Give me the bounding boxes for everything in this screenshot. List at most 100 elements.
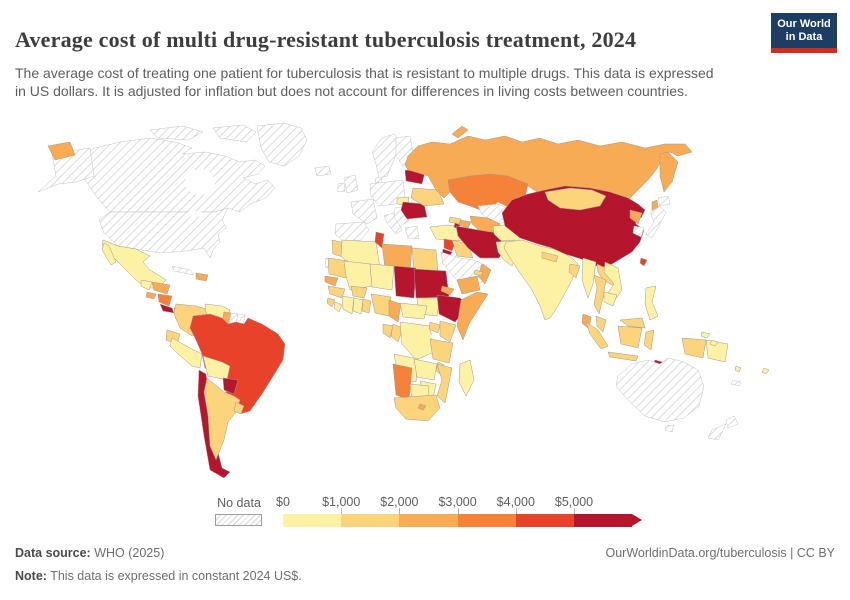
country-papua-new-guinea[interactable] [705, 339, 729, 363]
country-paraguay[interactable] [222, 377, 239, 395]
country-cameroon[interactable] [388, 299, 402, 323]
country-north-korea[interactable] [629, 209, 643, 225]
country-senegal[interactable] [324, 275, 339, 287]
country-sudan[interactable] [413, 268, 450, 299]
country-denmark[interactable] [374, 176, 383, 184]
country-bangladesh[interactable] [568, 263, 581, 279]
country-mongolia[interactable] [544, 187, 607, 211]
legend-bin-2[interactable] [399, 514, 458, 527]
country-japan-hokkaido[interactable] [657, 195, 671, 207]
country-zambia[interactable] [413, 358, 438, 381]
legend-bin-3[interactable] [457, 514, 516, 527]
country-somalia[interactable] [456, 291, 489, 341]
country-new-caledonia[interactable] [730, 379, 742, 387]
country-eritrea[interactable] [440, 285, 455, 296]
country-thailand[interactable] [593, 274, 607, 315]
country-guatemala[interactable] [140, 279, 153, 291]
legend-bin-1[interactable] [341, 514, 400, 527]
country-uae[interactable] [473, 269, 484, 277]
country-kenya[interactable] [439, 320, 457, 343]
country-china[interactable] [501, 185, 646, 269]
footer-link[interactable]: OurWorldinData.org/tuberculosis | CC BY [605, 546, 836, 560]
country-greece[interactable] [404, 225, 420, 240]
country-cuba[interactable] [171, 265, 195, 276]
country-indonesia-sulawesi[interactable] [643, 329, 655, 351]
country-chad[interactable] [393, 265, 417, 299]
country-bolivia[interactable] [202, 355, 231, 381]
country-burkina-faso[interactable] [350, 285, 368, 299]
country-malaysia[interactable] [595, 315, 607, 333]
country-indonesia-sumatra[interactable] [585, 321, 609, 350]
legend-bin-0[interactable] [283, 514, 342, 527]
country-new-zealand-south[interactable] [707, 423, 727, 441]
country-iran[interactable] [455, 225, 506, 259]
country-gabon[interactable] [382, 323, 394, 339]
country-solomon-islands2[interactable] [709, 339, 719, 347]
country-ukraine[interactable] [410, 187, 445, 207]
country-japan[interactable] [645, 205, 667, 239]
country-south-korea[interactable] [632, 225, 645, 238]
country-taiwan[interactable] [639, 257, 648, 267]
country-ireland[interactable] [337, 182, 346, 193]
country-central-europe[interactable] [369, 179, 406, 207]
country-australia[interactable] [615, 357, 705, 423]
country-new-zealand-north[interactable] [725, 415, 739, 429]
country-indonesia-kalimantan[interactable] [617, 325, 643, 349]
country-malaysia-borneo[interactable] [619, 317, 646, 329]
country-united-kingdom[interactable] [343, 174, 359, 194]
country-sierra-leone[interactable] [326, 297, 336, 308]
country-solomon-islands[interactable] [700, 331, 711, 339]
country-mexico-baja[interactable] [101, 242, 117, 266]
legend-no-data-swatch[interactable] [215, 514, 262, 526]
country-australia-tasmania[interactable] [664, 424, 675, 433]
country-central-african-republic[interactable] [399, 302, 428, 320]
country-india[interactable] [503, 239, 579, 321]
country-nicaragua[interactable] [157, 293, 173, 307]
country-tanzania[interactable] [429, 338, 454, 364]
country-niger[interactable] [369, 263, 395, 291]
country-united-states[interactable] [98, 207, 229, 259]
country-canada-arctic2[interactable] [212, 124, 257, 143]
country-argentina[interactable] [203, 377, 241, 461]
country-mali[interactable] [343, 260, 373, 291]
country-dr-congo[interactable] [399, 321, 435, 361]
country-el-salvador[interactable] [145, 291, 157, 300]
country-france[interactable] [350, 198, 378, 225]
country-myanmar[interactable] [581, 257, 597, 299]
country-greenland[interactable] [256, 122, 308, 167]
country-yemen[interactable] [456, 275, 481, 295]
country-ghana[interactable] [352, 297, 364, 315]
country-italy[interactable] [383, 212, 403, 235]
country-hispaniola[interactable] [195, 272, 209, 282]
country-russia-novaya-zemlya[interactable] [451, 125, 469, 139]
legend-bin-4[interactable] [515, 514, 574, 527]
country-iberia[interactable] [334, 221, 370, 243]
country-alaska[interactable] [37, 147, 95, 193]
country-benin-togo[interactable] [361, 298, 372, 314]
country-indonesia-papua[interactable] [681, 337, 707, 359]
country-peru[interactable] [169, 337, 203, 369]
country-russia-chukotka-west[interactable] [47, 141, 76, 161]
country-honduras[interactable] [151, 281, 171, 295]
country-philippines[interactable] [644, 285, 659, 321]
country-canada-arctic1[interactable] [149, 125, 204, 141]
country-liberia[interactable] [333, 301, 343, 313]
country-canada[interactable] [76, 137, 276, 213]
country-indonesia-java[interactable] [607, 351, 639, 362]
country-mauritania[interactable] [327, 257, 349, 279]
country-brazil[interactable] [189, 313, 286, 415]
country-lesotho[interactable] [417, 403, 427, 411]
legend-bin-5[interactable] [573, 514, 633, 527]
country-congo[interactable] [390, 323, 404, 343]
country-south-africa[interactable] [393, 394, 441, 422]
country-vanuatu[interactable] [734, 365, 742, 373]
country-madagascar[interactable] [458, 359, 475, 397]
country-russia-kamchatka[interactable] [659, 151, 679, 193]
country-cote-divoire[interactable] [341, 295, 355, 315]
country-uruguay[interactable] [233, 401, 245, 415]
country-mozambique[interactable] [436, 363, 453, 404]
country-cambodia[interactable] [603, 291, 618, 307]
country-norway-sweden[interactable] [371, 133, 401, 179]
country-namibia[interactable] [392, 363, 413, 401]
country-iceland[interactable] [314, 165, 332, 177]
